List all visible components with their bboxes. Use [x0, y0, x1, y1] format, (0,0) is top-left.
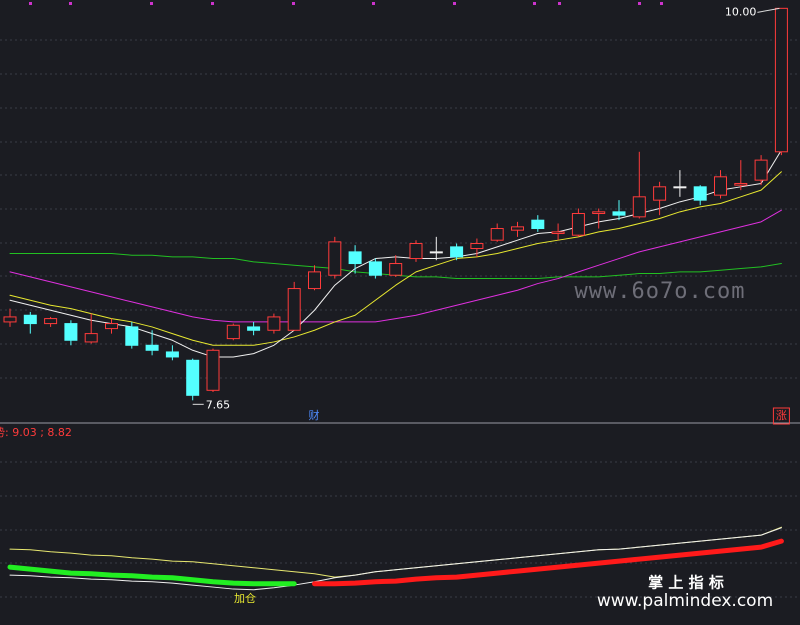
candle-body: [714, 176, 727, 196]
limit-box: [772, 407, 790, 425]
marker: [638, 2, 641, 5]
candle-body: [409, 243, 423, 260]
plot: 10.00 7.65 财 涨加仓: [3, 5, 790, 605]
marker: [453, 2, 456, 5]
watermark: www.palmindex.com: [597, 591, 773, 611]
candle-body: [226, 324, 240, 340]
grid: [0, 39, 800, 598]
candle-body: [490, 228, 504, 241]
series-line: [9, 209, 782, 323]
signal-label: 加仓: [234, 591, 256, 605]
marker: [292, 2, 295, 5]
marker: [150, 2, 153, 5]
candle-body: [44, 318, 58, 325]
candle-body: [287, 288, 301, 331]
low-label: 7.65: [206, 398, 231, 411]
candle-body: [673, 186, 687, 189]
marker: [211, 2, 214, 5]
high-label: 10.00: [725, 5, 757, 18]
candle-body: [267, 316, 281, 331]
watermark: www.6o7o.com: [575, 279, 746, 304]
candle-body: [429, 251, 443, 254]
candle-body: [64, 323, 78, 341]
candle-body: [125, 326, 139, 346]
marker: [558, 2, 561, 5]
candle-body: [145, 344, 159, 351]
label-arrow: [757, 7, 780, 13]
candle-body: [632, 196, 646, 218]
candle-body: [592, 211, 606, 215]
indicator-title: 势: 9.03 ; 8.82: [0, 426, 72, 439]
series-line: [7, 564, 297, 587]
series-line: [9, 149, 782, 358]
candle-body: [186, 359, 200, 396]
marker: [69, 2, 72, 5]
candle-body: [348, 251, 362, 265]
candle-body: [206, 349, 220, 391]
candle-body: [84, 333, 98, 343]
candle-body: [754, 159, 768, 181]
series-line: [9, 171, 782, 346]
marker: [29, 2, 32, 5]
marker: [372, 2, 375, 5]
event-marker: 财: [309, 408, 320, 422]
candle-body: [247, 326, 261, 331]
candle-body: [571, 213, 585, 236]
candle-body: [368, 261, 382, 276]
series-line: [312, 538, 784, 587]
candle-body: [389, 263, 403, 276]
candle-body: [612, 211, 626, 216]
candle-body: [165, 351, 179, 358]
candle-body: [511, 226, 524, 231]
series-line: [9, 527, 782, 591]
candle-body: [774, 7, 788, 153]
marker: [660, 2, 663, 5]
watermark: 掌 上 指 标: [648, 574, 724, 592]
candle-body: [531, 219, 545, 230]
candle-body: [23, 314, 37, 325]
marker: [533, 2, 536, 5]
candle-body: [470, 243, 484, 250]
candle-body: [450, 246, 464, 258]
candle-body: [3, 316, 17, 323]
candle-body: [105, 323, 118, 330]
candle-body: [308, 271, 321, 290]
candle-body: [734, 182, 748, 186]
candle-body: [653, 186, 667, 201]
candle-body: [328, 241, 342, 276]
limit-marker: 涨: [776, 409, 787, 422]
top-markers: [29, 2, 663, 5]
candle-body: [693, 186, 707, 201]
candle-body: [551, 231, 565, 235]
